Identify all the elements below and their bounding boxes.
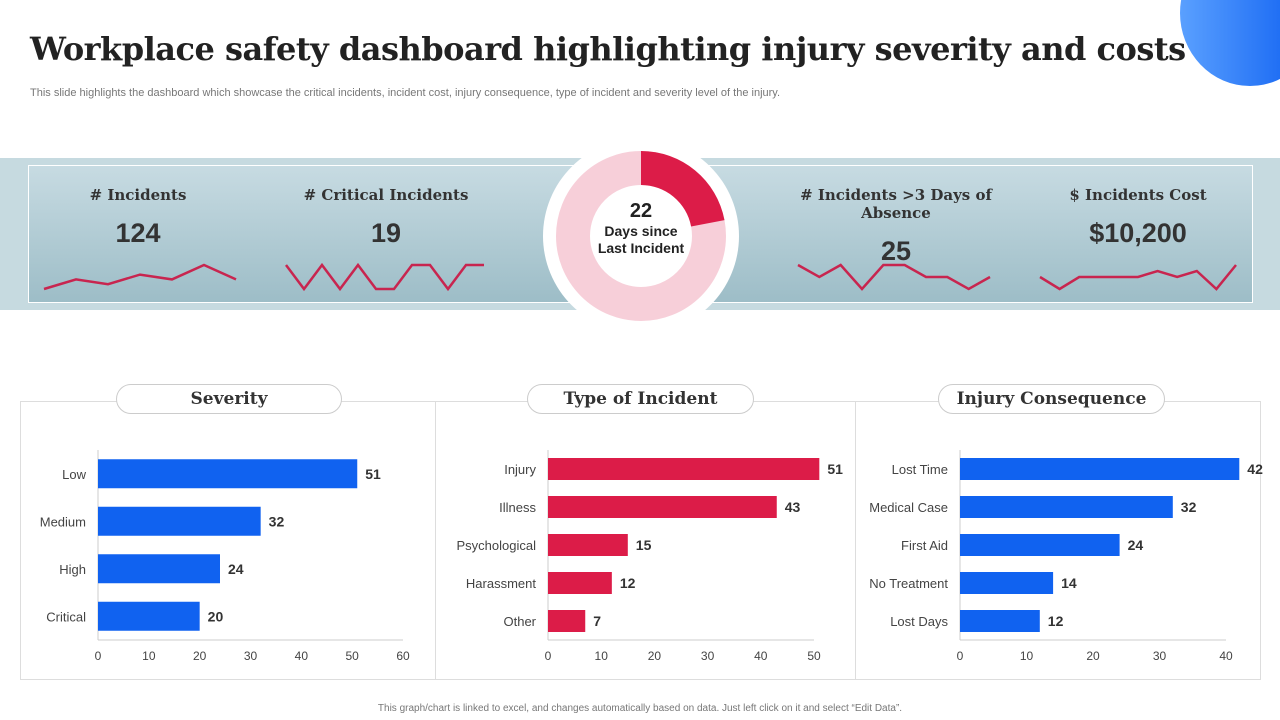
bar xyxy=(960,610,1040,632)
kpi-label: $ Incidents Cost xyxy=(1069,186,1207,204)
footer-note: This graph/chart is linked to excel, and… xyxy=(377,703,903,714)
kpi-label: # Critical Incidents xyxy=(303,186,469,204)
x-tick-label: 20 xyxy=(648,649,662,663)
bar xyxy=(960,572,1054,594)
data-label: 14 xyxy=(1061,575,1077,591)
category-label: Illness xyxy=(499,500,536,515)
category-label: Critical xyxy=(46,609,86,624)
category-label: Medical Case xyxy=(869,500,948,515)
kpi-critical-incidents: # Critical Incidents 19 xyxy=(266,186,506,249)
data-label: 51 xyxy=(827,461,843,477)
category-label: Injury xyxy=(504,462,536,477)
x-tick-label: 50 xyxy=(345,649,359,663)
x-tick-label: 30 xyxy=(244,649,258,663)
sparkline-cost xyxy=(1039,264,1237,291)
data-label: 43 xyxy=(785,499,801,515)
severity-title: Severity xyxy=(116,384,342,414)
kpi-label: # Incidents xyxy=(89,186,187,204)
category-label: First Aid xyxy=(901,538,948,553)
days-value: 22 xyxy=(629,200,653,222)
kpi-value: $10,200 xyxy=(1089,218,1187,248)
kpi-incidents-cost: $ Incidents Cost $10,200 xyxy=(1018,186,1258,249)
bar xyxy=(98,506,261,536)
bar xyxy=(548,458,820,480)
x-tick-label: 10 xyxy=(142,649,156,663)
bar xyxy=(548,572,612,594)
category-label: Harassment xyxy=(466,576,536,591)
category-label: No Treatment xyxy=(869,576,948,591)
data-label: 51 xyxy=(365,466,381,482)
sparkline-path xyxy=(285,262,484,292)
category-label: Lost Days xyxy=(890,614,948,629)
data-label: 24 xyxy=(228,561,244,577)
donut-label: 22 Days since Last Incident xyxy=(581,200,701,257)
kpi-value: 19 xyxy=(370,218,402,248)
bar xyxy=(98,601,200,631)
x-tick-label: 0 xyxy=(95,649,102,663)
days-label-2: Last Incident xyxy=(597,240,685,256)
data-label: 15 xyxy=(636,537,652,553)
kpi-label: # Incidents >3 Days of Absence xyxy=(800,186,992,222)
bar xyxy=(548,534,628,556)
bar xyxy=(98,459,358,489)
category-label: High xyxy=(59,562,86,577)
sparkline-incidents xyxy=(43,263,237,291)
category-label: Low xyxy=(62,467,86,482)
x-tick-label: 40 xyxy=(295,649,309,663)
data-label: 12 xyxy=(620,575,636,591)
consequence-title: Injury Consequence xyxy=(938,384,1165,414)
donut-filled-segment xyxy=(641,151,725,227)
days-label-1: Days since xyxy=(604,223,678,239)
x-tick-label: 20 xyxy=(1086,649,1100,663)
x-tick-label: 0 xyxy=(545,649,552,663)
sparkline-path xyxy=(43,263,237,291)
sparkline-path xyxy=(1039,264,1237,291)
x-tick-label: 20 xyxy=(193,649,207,663)
x-tick-label: 10 xyxy=(595,649,609,663)
sparkline-absence xyxy=(797,263,991,291)
bar xyxy=(960,458,1240,480)
sparkline-critical xyxy=(285,262,484,292)
category-label: Medium xyxy=(40,514,86,529)
bar xyxy=(960,496,1173,518)
page-title: Workplace safety dashboard highlighting … xyxy=(30,30,1186,68)
kpi-value: 25 xyxy=(880,236,912,266)
type-title: Type of Incident xyxy=(527,384,754,414)
kpi-value: 124 xyxy=(115,218,161,248)
x-tick-label: 60 xyxy=(396,649,410,663)
x-tick-label: 30 xyxy=(1153,649,1167,663)
days-since-donut xyxy=(543,138,739,334)
kpi-incidents: # Incidents 124 xyxy=(18,186,258,249)
category-label: Psychological xyxy=(457,538,537,553)
x-tick-label: 10 xyxy=(1020,649,1034,663)
x-tick-label: 0 xyxy=(957,649,964,663)
x-tick-label: 40 xyxy=(754,649,768,663)
sparkline-path xyxy=(797,263,991,291)
kpi-absence-incidents: # Incidents >3 Days of Absence 25 xyxy=(766,186,1026,267)
bar xyxy=(548,610,586,632)
x-tick-label: 40 xyxy=(1219,649,1233,663)
category-label: Lost Time xyxy=(892,462,948,477)
data-label: 24 xyxy=(1128,537,1144,553)
page-subtitle: This slide highlights the dashboard whic… xyxy=(30,87,781,99)
category-label: Other xyxy=(503,614,536,629)
data-label: 42 xyxy=(1247,461,1263,477)
x-tick-label: 50 xyxy=(807,649,821,663)
bar xyxy=(98,554,220,584)
bar xyxy=(960,534,1120,556)
bar xyxy=(548,496,777,518)
data-label: 32 xyxy=(269,513,285,529)
data-label: 20 xyxy=(208,608,224,624)
data-label: 7 xyxy=(593,613,601,629)
data-label: 32 xyxy=(1181,499,1197,515)
x-tick-label: 30 xyxy=(701,649,715,663)
data-label: 12 xyxy=(1048,613,1064,629)
